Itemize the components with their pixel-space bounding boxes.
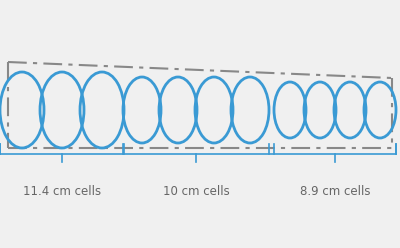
Text: 8.9 cm cells: 8.9 cm cells — [300, 185, 370, 198]
Text: 11.4 cm cells: 11.4 cm cells — [23, 185, 101, 198]
Text: 10 cm cells: 10 cm cells — [163, 185, 229, 198]
